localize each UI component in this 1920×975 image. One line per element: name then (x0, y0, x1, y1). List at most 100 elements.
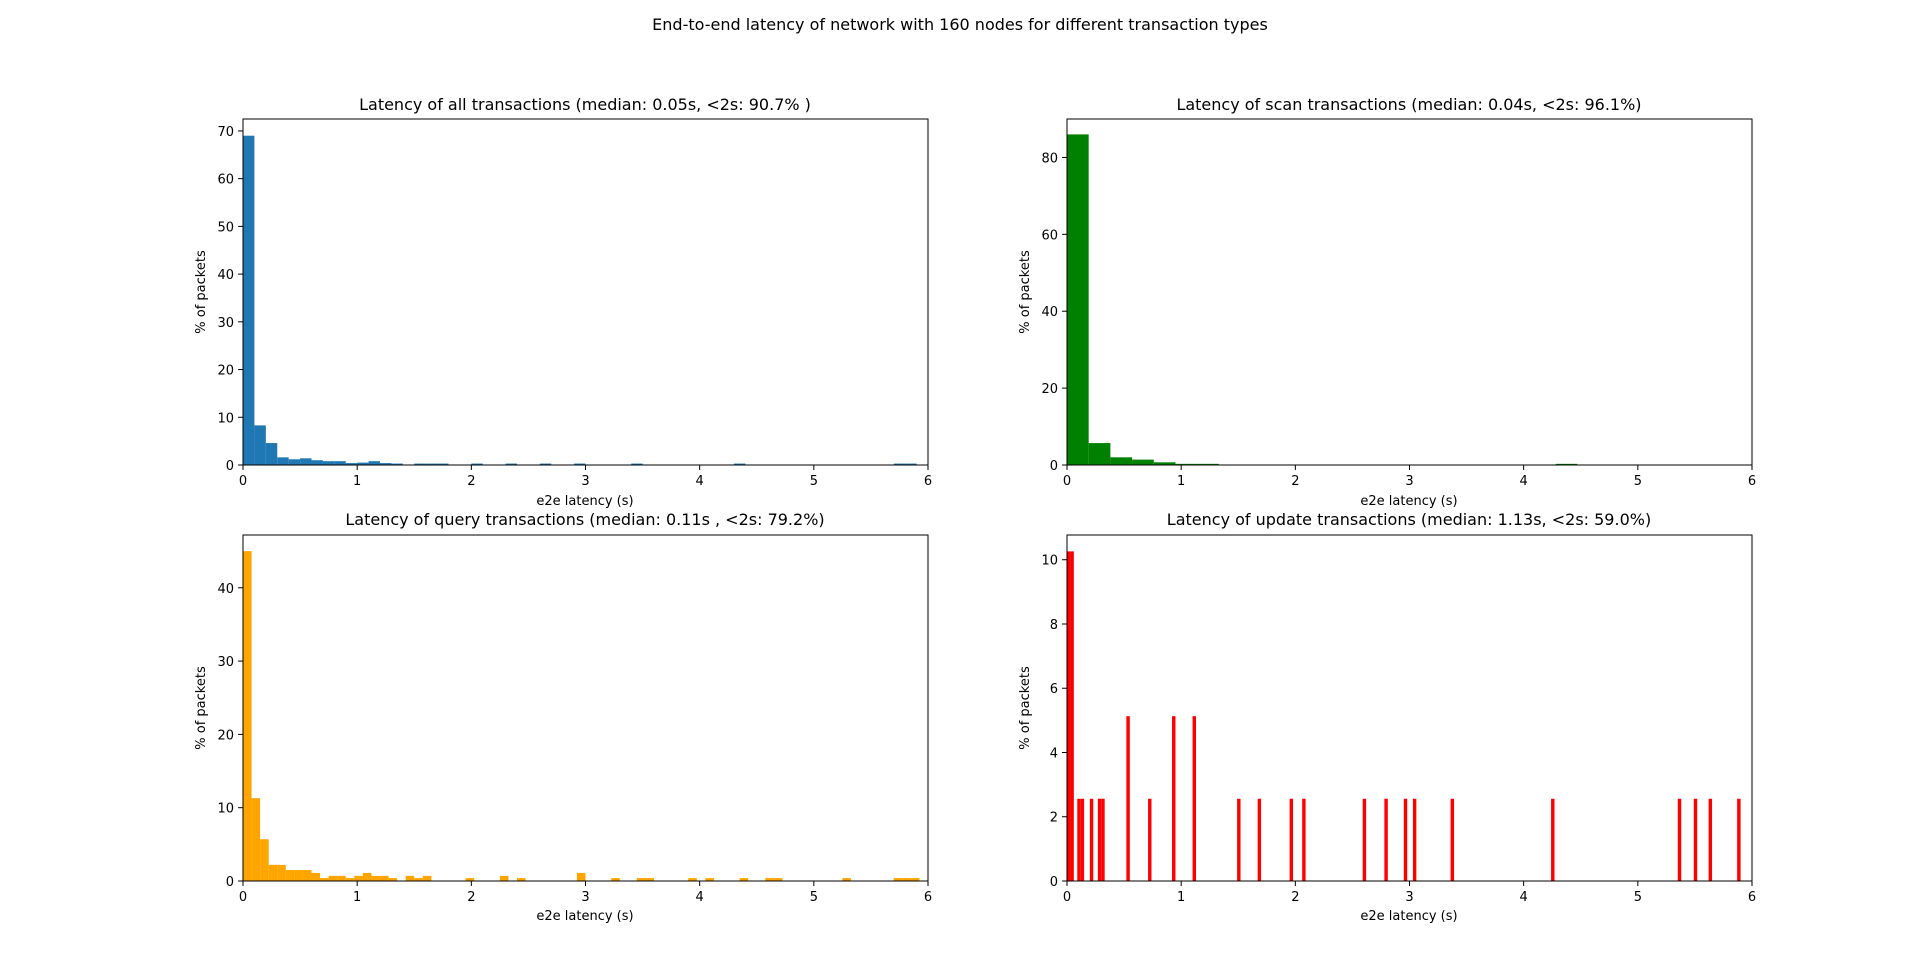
histogram-bar (499, 875, 509, 881)
histogram-bar (277, 457, 289, 465)
histogram-bar (254, 425, 266, 465)
y-tick-label: 30 (217, 655, 234, 670)
y-tick-label: 8 (1050, 618, 1058, 633)
histogram-bar (1101, 798, 1105, 881)
histogram-bar (505, 463, 517, 465)
histogram-bar (322, 461, 335, 465)
panel-query-transactions: Latency of query transactions (median: 0… (194, 510, 932, 924)
x-tick-label: 4 (1520, 474, 1528, 489)
histogram-bar (1067, 551, 1071, 881)
histogram-bar (733, 463, 746, 465)
x-tick-label: 5 (1634, 890, 1642, 905)
x-tick-label: 0 (1063, 890, 1071, 905)
x-tick-label: 0 (239, 474, 247, 489)
panel-scan-transactions: Latency of scan transactions (median: 0.… (1018, 95, 1756, 509)
bar-group (1067, 134, 1578, 465)
y-tick-label: 40 (217, 268, 234, 283)
histogram-bar (368, 461, 380, 465)
histogram-bar (1555, 463, 1578, 465)
y-axis-ticks: 0 10 20 30 40 (217, 582, 243, 890)
histogram-bar (1450, 798, 1455, 881)
y-tick-label: 70 (217, 125, 234, 140)
y-tick-label: 0 (226, 459, 234, 474)
x-tick-label: 6 (924, 474, 932, 489)
histogram-bar (388, 878, 398, 881)
histogram-bar (1192, 716, 1197, 881)
histogram-bar (405, 875, 415, 881)
x-tick-label: 5 (1634, 474, 1642, 489)
histogram-bar (243, 551, 252, 881)
histogram-bar (636, 878, 646, 881)
histogram-bar (1737, 798, 1741, 881)
histogram-bar (1153, 462, 1176, 465)
histogram-bar (265, 443, 278, 465)
histogram-bar (539, 463, 552, 465)
y-axis-label: % of packets (194, 666, 209, 750)
histogram-bar (465, 878, 475, 881)
y-tick-label: 20 (217, 364, 234, 379)
x-tick-label: 0 (1063, 474, 1071, 489)
y-tick-label: 60 (217, 173, 234, 188)
histogram-bar (302, 870, 312, 881)
y-tick-label: 60 (1041, 228, 1058, 243)
histogram-bar (1708, 798, 1713, 881)
x-axis-label: e2e latency (s) (536, 909, 633, 924)
histogram-bar (574, 463, 586, 465)
histogram-bar (893, 463, 906, 465)
y-tick-label: 10 (1041, 554, 1058, 569)
y-axis-label: % of packets (1018, 666, 1033, 750)
panel-title: Latency of all transactions (median: 0.0… (359, 95, 811, 114)
y-axis-ticks: 0 10 20 30 40 50 60 70 (217, 125, 243, 474)
x-axis-label: e2e latency (s) (1360, 909, 1457, 924)
histogram-bar (842, 878, 851, 881)
histogram-bar (243, 135, 255, 465)
x-tick-label: 2 (1291, 474, 1299, 489)
panel-title: Latency of scan transactions (median: 0.… (1176, 95, 1641, 114)
x-tick-label: 3 (1405, 890, 1413, 905)
histogram-bar (311, 460, 323, 465)
x-tick-label: 0 (239, 890, 247, 905)
y-tick-label: 80 (1041, 151, 1058, 166)
histogram-bar (905, 463, 917, 465)
histogram-bar (1403, 798, 1408, 881)
x-tick-label: 4 (696, 474, 704, 489)
histogram-bar (1175, 463, 1198, 465)
histogram-bar (1197, 463, 1219, 465)
histogram-bar (1362, 798, 1367, 881)
x-axis-label: e2e latency (s) (1360, 494, 1457, 509)
histogram-bar (1110, 457, 1133, 465)
histogram-bar (902, 878, 911, 881)
histogram-bar (354, 875, 363, 881)
y-tick-label: 40 (217, 582, 234, 597)
histogram-bar (765, 878, 774, 881)
histogram-bar (425, 463, 438, 465)
x-tick-label: 6 (1748, 890, 1756, 905)
x-tick-label: 5 (810, 474, 818, 489)
x-tick-label: 1 (1177, 474, 1185, 489)
histogram-bar (1089, 798, 1094, 881)
histogram-bar (285, 870, 295, 881)
histogram-bar (1412, 798, 1417, 881)
histogram-bar (1077, 798, 1081, 881)
x-tick-label: 1 (1177, 890, 1185, 905)
x-axis-label: e2e latency (s) (536, 494, 633, 509)
x-axis-ticks: 0 1 2 3 4 5 6 (1063, 465, 1756, 489)
y-tick-label: 20 (1041, 382, 1058, 397)
histogram-bar (288, 459, 301, 465)
y-tick-label: 4 (1050, 746, 1058, 761)
x-tick-label: 3 (581, 890, 589, 905)
y-tick-label: 10 (217, 802, 234, 817)
x-tick-label: 4 (1520, 890, 1528, 905)
histogram-bar (437, 463, 449, 465)
y-tick-label: 0 (226, 875, 234, 890)
histogram-bar (576, 872, 586, 881)
histogram-bar (910, 878, 920, 881)
histogram-bar (1172, 716, 1176, 881)
y-tick-label: 0 (1050, 459, 1058, 474)
histogram-bar (893, 878, 903, 881)
histogram-bar (705, 878, 714, 881)
x-axis-ticks: 0 1 2 3 4 5 6 (239, 881, 932, 905)
histogram-bar (334, 461, 346, 465)
x-axis-ticks: 0 1 2 3 4 5 6 (1063, 881, 1756, 905)
